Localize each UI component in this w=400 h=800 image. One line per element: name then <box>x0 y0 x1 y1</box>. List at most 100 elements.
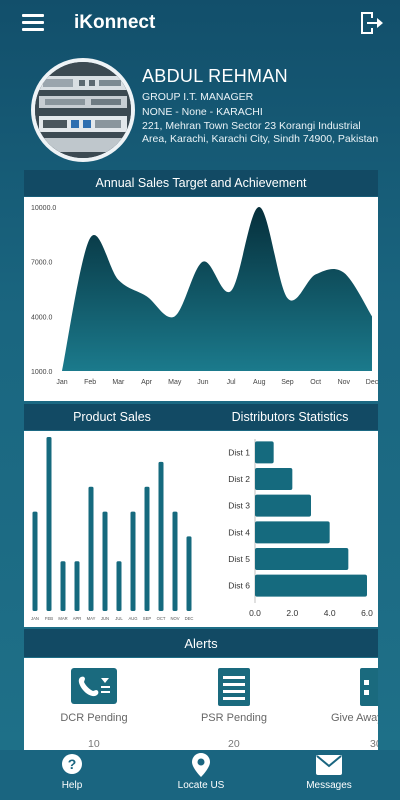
server-photo-icon <box>35 62 131 158</box>
x-tick-label: Dec <box>366 379 378 386</box>
product-sales-month-label: AUG <box>128 616 137 621</box>
avatar <box>31 58 135 162</box>
distributor-bar <box>255 574 367 597</box>
hamburger-menu-icon[interactable] <box>22 14 44 32</box>
product-sales-month-label: JUN <box>101 616 109 621</box>
nav-locate-label: Locate US <box>177 780 225 791</box>
x-tick-label: Jun <box>197 379 208 386</box>
product-sales-month-label: APR <box>73 616 82 621</box>
alerts-panel: DCR Pending 10 PSR Pending 20 Give Away … <box>24 658 378 750</box>
x-tick-label: Jan <box>56 379 67 386</box>
nav-messages-label: Messages <box>306 780 352 791</box>
y-tick-label: 4000.0 <box>31 314 53 321</box>
x-tick-label: Apr <box>141 379 153 386</box>
distributor-label: Dist 2 <box>228 474 250 484</box>
product-sales-bar <box>130 511 136 611</box>
y-tick-label: 7000.0 <box>31 260 53 267</box>
x-tick-label: Aug <box>253 379 266 386</box>
alert-psr-pending[interactable]: PSR Pending <box>174 668 294 724</box>
product-sales-month-label: DEC <box>185 616 194 621</box>
x-tick-label: Oct <box>310 379 321 386</box>
distributor-bar <box>255 441 274 464</box>
annual-sales-panel: 1000.0 4000.0 7000.0 10000.0 Jan Feb Mar Apr May… <box>24 197 379 401</box>
location-pin-icon <box>192 753 210 777</box>
product-sales-bar <box>60 561 66 611</box>
product-sales-bar <box>74 561 80 611</box>
distributor-label: Dist 5 <box>228 554 250 564</box>
x-tick-label: Sep <box>281 379 294 386</box>
product-sales-bar <box>144 486 150 611</box>
x-tick-label: Feb <box>84 379 96 386</box>
distributor-x-tick: 2.0 <box>286 608 298 618</box>
distributor-x-tick: 6.0 <box>361 608 373 618</box>
distributors-chart: Dist 1 Dist 2 Dist 3 Dist 4 Dist 5 Dist 6 0.0 2… <box>228 439 373 618</box>
distributors-header: Distributors Statistics <box>231 410 349 424</box>
product-sales-month-label: SEP <box>143 616 152 621</box>
profile-designation: GROUP I.T. MANAGER <box>142 91 254 103</box>
product-sales-month-label: OCT <box>157 616 166 621</box>
alert-dcr-pending[interactable]: DCR Pending <box>34 668 154 724</box>
sales-stats-panel: JAN FEB MAR APR MAY JUN JUL AUG SEP OCT NOV DEC Dis… <box>24 431 378 627</box>
annual-sales-header: Annual Sales Target and Achievement <box>24 170 378 196</box>
x-tick-label: Jul <box>227 379 236 386</box>
distributor-bar <box>255 468 293 490</box>
bottom-nav: ? Help Locate US Messages <box>0 750 400 800</box>
product-sales-bar <box>158 461 164 611</box>
product-sales-bar <box>88 486 94 611</box>
alert-give-away[interactable]: Give Away <box>320 668 378 724</box>
distributor-bar <box>255 521 330 544</box>
alert-psr-label: PSR Pending <box>200 712 268 724</box>
product-sales-bar <box>172 511 178 611</box>
nav-messages[interactable]: Messages <box>284 750 374 800</box>
document-list-icon <box>218 668 250 706</box>
distributor-label: Dist 6 <box>228 581 250 591</box>
annual-sales-chart: 1000.0 4000.0 7000.0 10000.0 Jan Feb Mar Apr May… <box>31 205 379 386</box>
alert-dcr-count: 10 <box>88 738 100 750</box>
nav-locate[interactable]: Locate US <box>156 750 246 800</box>
product-sales-month-label: NOV <box>170 616 179 621</box>
product-sales-month-label: JAN <box>31 616 39 621</box>
alert-dcr-label: DCR Pending <box>60 712 128 724</box>
product-sales-bar <box>46 437 52 611</box>
alert-giveaway-count: 30 <box>370 738 378 750</box>
y-tick-label: 1000.0 <box>31 369 53 376</box>
nav-help-label: Help <box>61 780 83 791</box>
product-sales-month-label: MAR <box>58 616 67 621</box>
distributor-x-tick: 0.0 <box>249 608 261 618</box>
distributor-label: Dist 3 <box>228 501 250 511</box>
mail-icon <box>316 755 342 775</box>
product-sales-bar <box>186 536 192 611</box>
annual-sales-area <box>62 206 372 371</box>
distributor-bar <box>255 548 349 570</box>
profile-name: ABDUL REHMAN <box>142 66 288 86</box>
logout-icon[interactable] <box>358 10 384 36</box>
product-sales-month-label: FEB <box>45 616 53 621</box>
x-tick-label: Mar <box>112 379 125 386</box>
distributor-label: Dist 1 <box>228 447 250 457</box>
alert-psr-count: 20 <box>228 738 240 750</box>
product-sales-bar <box>32 511 38 611</box>
distributor-bar <box>255 494 311 517</box>
profile-location: NONE - None - KARACHI <box>142 106 263 118</box>
giveaway-icon <box>360 668 378 706</box>
distributor-x-tick: 4.0 <box>324 608 336 618</box>
app-title: iKonnect <box>74 12 156 33</box>
product-sales-chart: JAN FEB MAR APR MAY JUN JUL AUG SEP OCT NOV DEC <box>31 437 194 621</box>
alerts-header: Alerts <box>24 629 378 657</box>
x-tick-label: Nov <box>338 379 351 386</box>
product-sales-month-label: MAY <box>87 616 96 621</box>
help-icon: ? <box>62 754 82 774</box>
profile-address-line1: 221, Mehran Town Sector 23 Korangi Indus… <box>142 120 361 132</box>
y-tick-label: 10000.0 <box>31 205 56 212</box>
alert-giveaway-label: Give Away <box>331 712 378 724</box>
product-sales-month-label: JUL <box>115 616 123 621</box>
product-sales-header: Product Sales <box>73 410 151 424</box>
x-tick-label: May <box>168 379 182 386</box>
svg-text:?: ? <box>68 756 77 772</box>
profile-address-line2: Area, Karachi, Karachi City, Sindh 74900… <box>142 133 379 145</box>
app-bar: iKonnect <box>0 0 400 48</box>
product-sales-bar <box>102 511 108 611</box>
nav-help[interactable]: ? Help <box>27 750 117 800</box>
product-sales-bar <box>116 561 122 611</box>
sales-stats-header-bar <box>24 404 378 430</box>
